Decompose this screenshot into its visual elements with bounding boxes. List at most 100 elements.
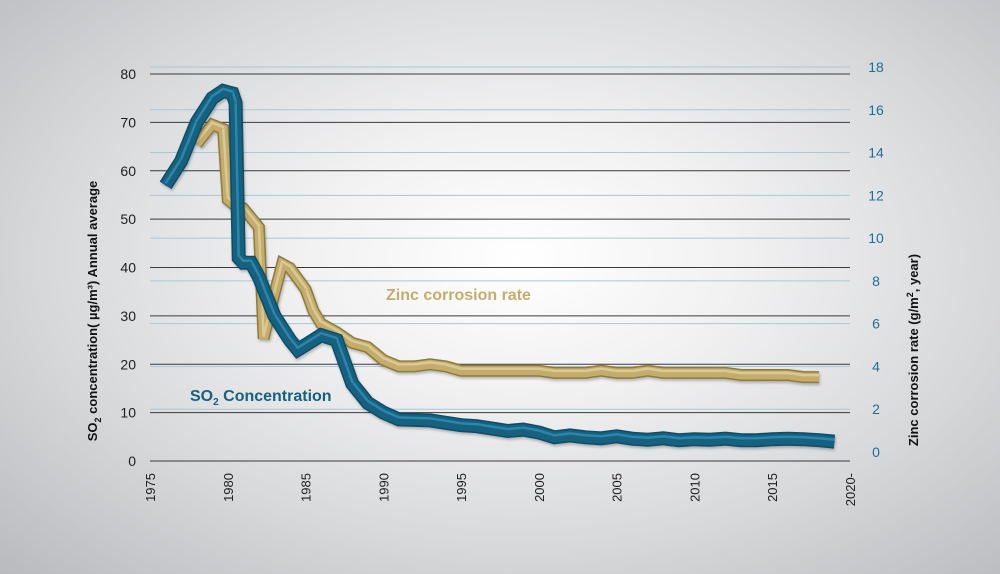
- right-tick-label-8: 16: [868, 102, 884, 118]
- left-tick-label-2: 20: [120, 356, 136, 372]
- series-0-point-30: [585, 372, 587, 374]
- series-0-point-16: [367, 346, 369, 348]
- series-0-point-25: [507, 370, 509, 372]
- series-1-point-33: [600, 437, 602, 439]
- left-tick-label-1: 10: [120, 405, 136, 421]
- series-0-point-32: [616, 372, 618, 374]
- x-tick-label-0: 1975: [143, 473, 158, 502]
- series-1-point-48: [833, 441, 836, 443]
- series-1-point-18: [367, 402, 369, 404]
- series-0-point-9: [281, 263, 283, 265]
- series-0-point-10: [289, 267, 291, 269]
- series-1-point-6: [235, 102, 237, 104]
- left-tick-label-8: 80: [120, 66, 136, 82]
- series-1-point-24: [460, 424, 462, 426]
- series-1-point-14: [305, 344, 307, 346]
- series-0-point-7: [263, 338, 265, 340]
- series-0-point-6: [258, 226, 260, 228]
- series-0-point-21: [445, 365, 447, 367]
- series-0-point-42: [771, 374, 773, 376]
- series-0-point-19: [413, 365, 415, 367]
- x-axis-ticks: 1975 1980 1985 1990 1995 2000 2005 2010 2015 2020…: [143, 473, 858, 506]
- series-1-point-22: [429, 419, 431, 421]
- right-tick-label-7: 14: [868, 145, 884, 161]
- grid-left: [150, 73, 850, 462]
- series-0-point-35: [662, 372, 664, 374]
- series-1-point-40: [709, 439, 711, 441]
- series-1-point-26: [491, 428, 493, 430]
- right-tick-label-1: 2: [872, 401, 880, 417]
- left-tick-label-4: 40: [120, 260, 136, 276]
- series-0-point-22: [460, 370, 462, 372]
- series-1-point-45: [787, 438, 789, 440]
- series-1-point-2: [196, 121, 198, 123]
- series-1-point-8: [242, 262, 244, 264]
- series-1-point-12: [289, 339, 291, 341]
- series-0-point-29: [569, 372, 571, 374]
- right-tick-label-0: 0: [872, 444, 880, 460]
- x-tick-label-8: 2015: [765, 473, 780, 502]
- series-1-point-27: [507, 430, 509, 432]
- series-0-point-2: [222, 128, 224, 130]
- series-1-point-11: [273, 315, 275, 317]
- left-axis-ticks: 0 10 20 30 40 50 60 70 80: [120, 66, 136, 469]
- right-axis-title-part-1: Zinc corrosion rate (g/m: [906, 297, 921, 446]
- left-axis-title: SO2 concentration( µg/m³) Annual average: [85, 181, 103, 442]
- series-0-point-28: [553, 372, 556, 374]
- series-1-point-39: [693, 438, 696, 440]
- right-tick-label-9: 18: [868, 59, 884, 75]
- right-axis-title-part-2: , year): [906, 254, 921, 292]
- x-tick-label-5: 2000: [532, 473, 547, 502]
- so2-label-part-2: Concentration: [219, 388, 332, 405]
- left-tick-label-6: 60: [120, 163, 136, 179]
- series-1-point-44: [771, 438, 773, 440]
- so2-label-subscript: 2: [213, 397, 219, 408]
- series-0-point-17: [382, 359, 384, 361]
- series-1-point-28: [522, 429, 524, 431]
- left-tick-label-3: 30: [120, 308, 136, 324]
- series-1-point-10: [258, 276, 260, 278]
- series-1-point-46: [802, 438, 804, 440]
- series-1-point-1: [180, 160, 182, 162]
- series-1-point-15: [320, 334, 322, 336]
- left-tick-label-0: 0: [128, 453, 136, 469]
- x-tick-label-9: 2020-: [843, 473, 858, 506]
- series-1-point-30: [553, 436, 556, 438]
- series-0-point-39: [725, 372, 727, 374]
- series-0-point-11: [305, 288, 307, 290]
- series-1-point-3: [211, 97, 213, 99]
- series-1-point-36: [647, 439, 649, 441]
- left-axis-title-part-1: SO: [85, 422, 100, 441]
- series-1-point-16: [336, 339, 338, 341]
- series-1-point-5: [231, 92, 233, 94]
- series-1-point-29: [538, 431, 540, 434]
- series-1-point-32: [585, 436, 587, 438]
- series-0-point-13: [320, 323, 322, 325]
- series-1-point-4: [222, 90, 224, 92]
- left-axis-title-subscript: 2: [93, 417, 103, 422]
- series-0-point-31: [600, 370, 602, 372]
- series-0-point-26: [522, 370, 524, 372]
- series-1-point-34: [616, 435, 618, 437]
- series-1-point-19: [382, 412, 384, 414]
- x-tick-label-4: 1995: [454, 473, 469, 502]
- left-tick-label-7: 70: [120, 114, 136, 130]
- right-axis-title-superscript: 2: [905, 292, 915, 297]
- right-axis-ticks: 0 2 4 6 8 10 12 14 16 18: [868, 59, 884, 460]
- x-tick-label-7: 2010: [687, 473, 702, 502]
- series-1-point-37: [662, 437, 664, 439]
- right-tick-label-2: 4: [872, 358, 880, 374]
- series-1-point-9: [250, 262, 252, 264]
- series-layer: [159, 83, 836, 449]
- series-0-point-1: [211, 124, 213, 126]
- series-0-point-40: [740, 374, 742, 376]
- right-tick-label-3: 6: [872, 316, 880, 332]
- series-1-point-42: [740, 439, 742, 441]
- series-0-point-0: [196, 143, 198, 145]
- series-1-point-47: [818, 439, 820, 441]
- series-1-point-0: [165, 184, 167, 186]
- series-1-point-7: [238, 257, 240, 259]
- series-0-point-43: [787, 374, 789, 376]
